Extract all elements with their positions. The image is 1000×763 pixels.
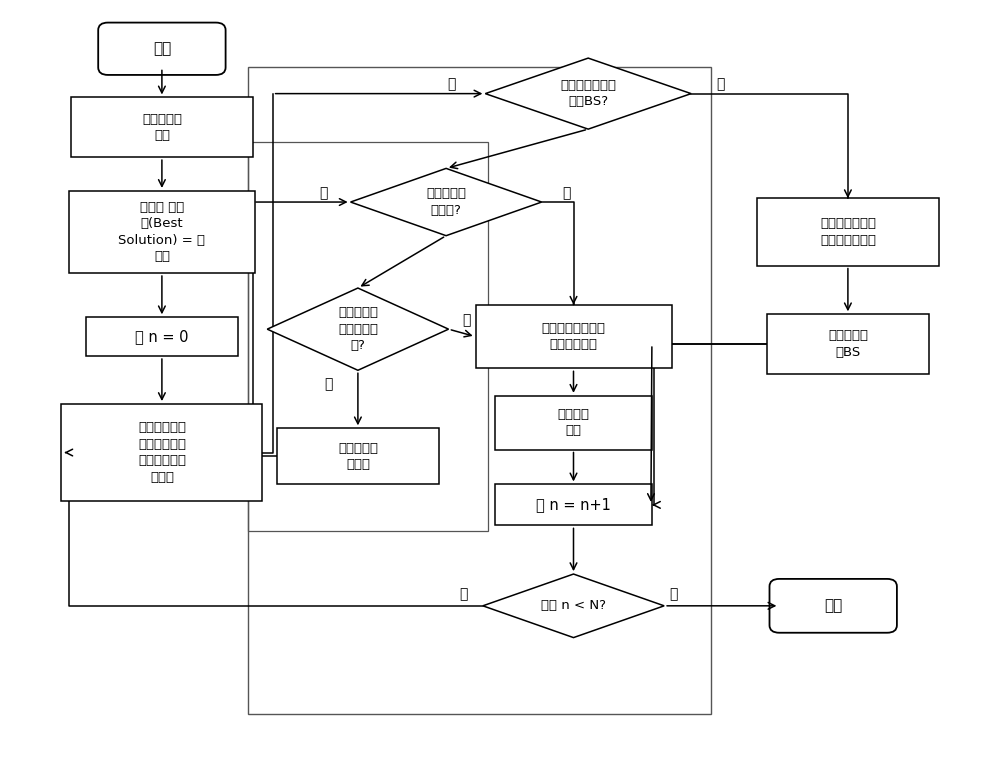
Bar [71, 98, 253, 157]
FancyBboxPatch shape [98, 23, 226, 75]
FancyBboxPatch shape [769, 579, 897, 633]
Text: 是: 是 [459, 587, 467, 600]
Text: 设 n = 0: 设 n = 0 [135, 329, 189, 344]
Bar [277, 428, 439, 485]
Text: 否: 否 [562, 186, 570, 200]
Text: 接受新的解并用
新解替换当前解: 接受新的解并用 新解替换当前解 [820, 217, 876, 246]
Polygon shape [351, 169, 542, 236]
Text: 是: 是 [462, 313, 470, 327]
Bar [767, 314, 929, 374]
Text: 找到下一个
候选解: 找到下一个 候选解 [338, 442, 378, 471]
Bar [495, 396, 652, 449]
Text: 获取候选解并
根据适应性函
数的値将候选
解排序: 获取候选解并 根据适应性函 数的値将候选 解排序 [138, 421, 186, 484]
Text: 它是否是最
后一个候选
解?: 它是否是最 后一个候选 解? [338, 306, 378, 353]
Bar [248, 142, 488, 531]
Text: 否: 否 [447, 78, 455, 92]
Bar [86, 317, 238, 356]
Text: 接受新的解并用新
解替换当前解: 接受新的解并用新 解替换当前解 [542, 322, 606, 352]
Text: 开始: 开始 [153, 41, 171, 56]
Text: 是: 是 [716, 78, 725, 92]
Text: 否: 否 [669, 587, 677, 600]
Bar [495, 485, 652, 526]
Bar [476, 305, 672, 369]
Text: 初始化禁忘
列表: 初始化禁忘 列表 [142, 112, 182, 142]
Text: 更新禁忘
列表: 更新禁忘 列表 [558, 408, 590, 437]
Text: 结束: 结束 [824, 598, 842, 613]
Text: 判断 n < N?: 判断 n < N? [541, 599, 606, 613]
Bar [757, 198, 939, 266]
Text: 设 n = n+1: 设 n = n+1 [536, 497, 611, 513]
Bar [248, 67, 711, 714]
Bar [69, 191, 255, 273]
Polygon shape [485, 58, 691, 129]
Text: 用新的解替
换BS: 用新的解替 换BS [828, 330, 868, 359]
Polygon shape [267, 288, 449, 370]
Polygon shape [483, 574, 664, 638]
Text: 最优候选解是否
优于BS?: 最优候选解是否 优于BS? [560, 79, 616, 108]
Bar [61, 404, 262, 501]
Text: 否: 否 [324, 377, 333, 391]
Text: 初始化 最优
解(Best
Solution) = 初
始解: 初始化 最优 解(Best Solution) = 初 始解 [118, 201, 205, 263]
Text: 它是否在禁
忘表中?: 它是否在禁 忘表中? [426, 187, 466, 217]
Text: 是: 是 [319, 186, 327, 200]
